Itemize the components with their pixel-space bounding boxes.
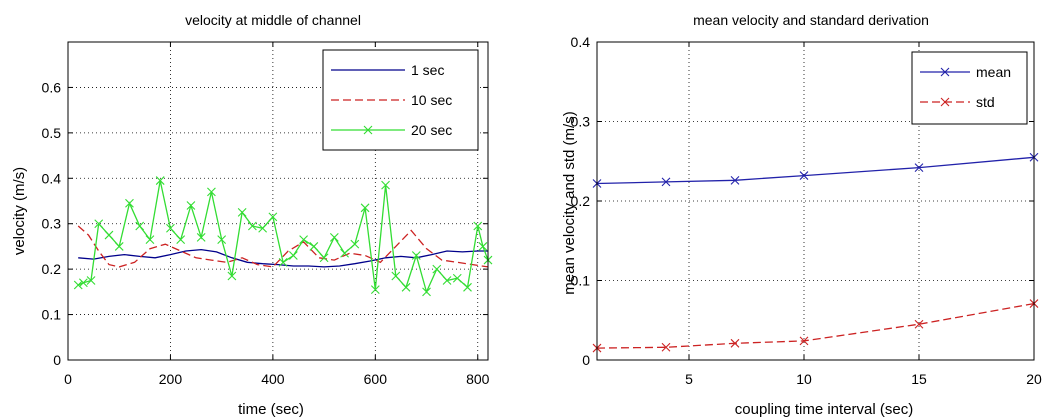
y-axis-label: velocity (m/s) xyxy=(11,167,28,255)
data-point xyxy=(381,180,390,190)
data-point xyxy=(661,342,671,352)
data-point xyxy=(401,282,411,292)
axes-box xyxy=(67,41,489,361)
data-point xyxy=(309,242,319,251)
chart-title: velocity at middle of channel xyxy=(185,12,361,28)
chart-velocity-middle-channel: velocity at middle of channel time (sec)… xyxy=(11,12,493,418)
series-line-mean xyxy=(596,156,1035,185)
data-point xyxy=(730,338,740,348)
data-point xyxy=(135,221,145,231)
data-point xyxy=(155,176,165,185)
legend-marker xyxy=(363,125,373,135)
data-point xyxy=(207,187,216,197)
data-point xyxy=(370,285,380,294)
data-point xyxy=(319,253,329,263)
data-point xyxy=(186,201,196,210)
data-point xyxy=(432,264,442,274)
legend-marker xyxy=(940,97,950,107)
data-point xyxy=(94,219,104,229)
y-tick-label: 0 xyxy=(53,352,61,368)
x-tick-label: 200 xyxy=(159,371,183,387)
x-tick-label: 20 xyxy=(1026,371,1042,387)
data-point xyxy=(299,235,308,245)
data-point xyxy=(288,251,298,260)
y-tick-label: 0.3 xyxy=(571,114,591,130)
data-point xyxy=(422,287,431,297)
data-point xyxy=(473,221,483,231)
data-point xyxy=(114,242,124,251)
x-tick-label: 600 xyxy=(364,371,388,387)
legend-marker xyxy=(940,67,950,77)
data-point xyxy=(350,239,360,249)
data-point xyxy=(217,235,227,245)
y-tick-label: 0.1 xyxy=(42,307,62,323)
data-point xyxy=(248,221,257,231)
legend-label: std xyxy=(976,94,995,110)
x-axis-label: coupling time interval (sec) xyxy=(735,401,913,418)
data-point xyxy=(329,232,339,242)
data-point xyxy=(914,319,924,329)
data-point xyxy=(125,198,134,208)
legend-label: 10 sec xyxy=(411,92,452,108)
chart-mean-velocity-std: mean velocity and standard derivation co… xyxy=(561,12,1042,418)
y-tick-label: 0.2 xyxy=(571,193,591,209)
legend-box xyxy=(911,51,1028,125)
y-tick-label: 0.4 xyxy=(571,34,591,50)
data-point xyxy=(661,177,671,187)
y-tick-label: 0.3 xyxy=(42,216,62,232)
y-tick-label: 0.5 xyxy=(42,125,62,141)
x-tick-label: 15 xyxy=(911,371,927,387)
data-point xyxy=(78,278,88,288)
x-tick-label: 5 xyxy=(685,371,693,387)
legend-label: 20 sec xyxy=(411,122,452,138)
data-point xyxy=(196,232,206,242)
data-point xyxy=(452,273,462,283)
data-point xyxy=(166,223,175,233)
data-point xyxy=(258,223,268,233)
series-line-std xyxy=(596,302,1035,349)
data-point xyxy=(914,163,924,172)
data-point xyxy=(227,271,237,281)
y-tick-label: 0.2 xyxy=(42,261,62,277)
data-point xyxy=(799,336,809,346)
x-tick-label: 10 xyxy=(796,371,812,387)
data-point xyxy=(104,230,114,240)
legend-label: 1 sec xyxy=(411,62,444,78)
data-point xyxy=(237,207,247,217)
y-tick-label: 0.1 xyxy=(571,273,591,289)
data-point xyxy=(799,171,809,180)
data-point xyxy=(730,175,740,185)
data-point xyxy=(442,276,452,285)
legend: 1 sec 10 sec 20 sec xyxy=(322,49,479,151)
data-point xyxy=(73,280,83,290)
data-point xyxy=(145,235,155,245)
chart-title: mean velocity and standard derivation xyxy=(693,12,929,28)
data-point xyxy=(391,271,401,281)
data-point xyxy=(176,235,186,245)
y-axis-label: mean velocity and std (m/s) xyxy=(561,111,578,294)
y-tick-label: 0.4 xyxy=(42,170,62,186)
data-point xyxy=(411,251,421,260)
data-point xyxy=(340,248,349,258)
x-tick-label: 800 xyxy=(466,371,490,387)
data-point xyxy=(278,257,288,267)
data-point xyxy=(86,276,96,285)
legend-label: mean xyxy=(976,64,1011,80)
y-tick-label: 0 xyxy=(582,352,590,368)
x-axis-label: time (sec) xyxy=(238,401,304,418)
y-tick-label: 0.6 xyxy=(42,79,62,95)
data-point xyxy=(360,203,370,213)
data-point xyxy=(478,242,488,251)
legend: mean std xyxy=(911,51,1028,125)
x-tick-label: 0 xyxy=(64,371,72,387)
x-tick-label: 400 xyxy=(261,371,285,387)
data-point xyxy=(463,282,472,292)
data-point xyxy=(268,212,278,222)
